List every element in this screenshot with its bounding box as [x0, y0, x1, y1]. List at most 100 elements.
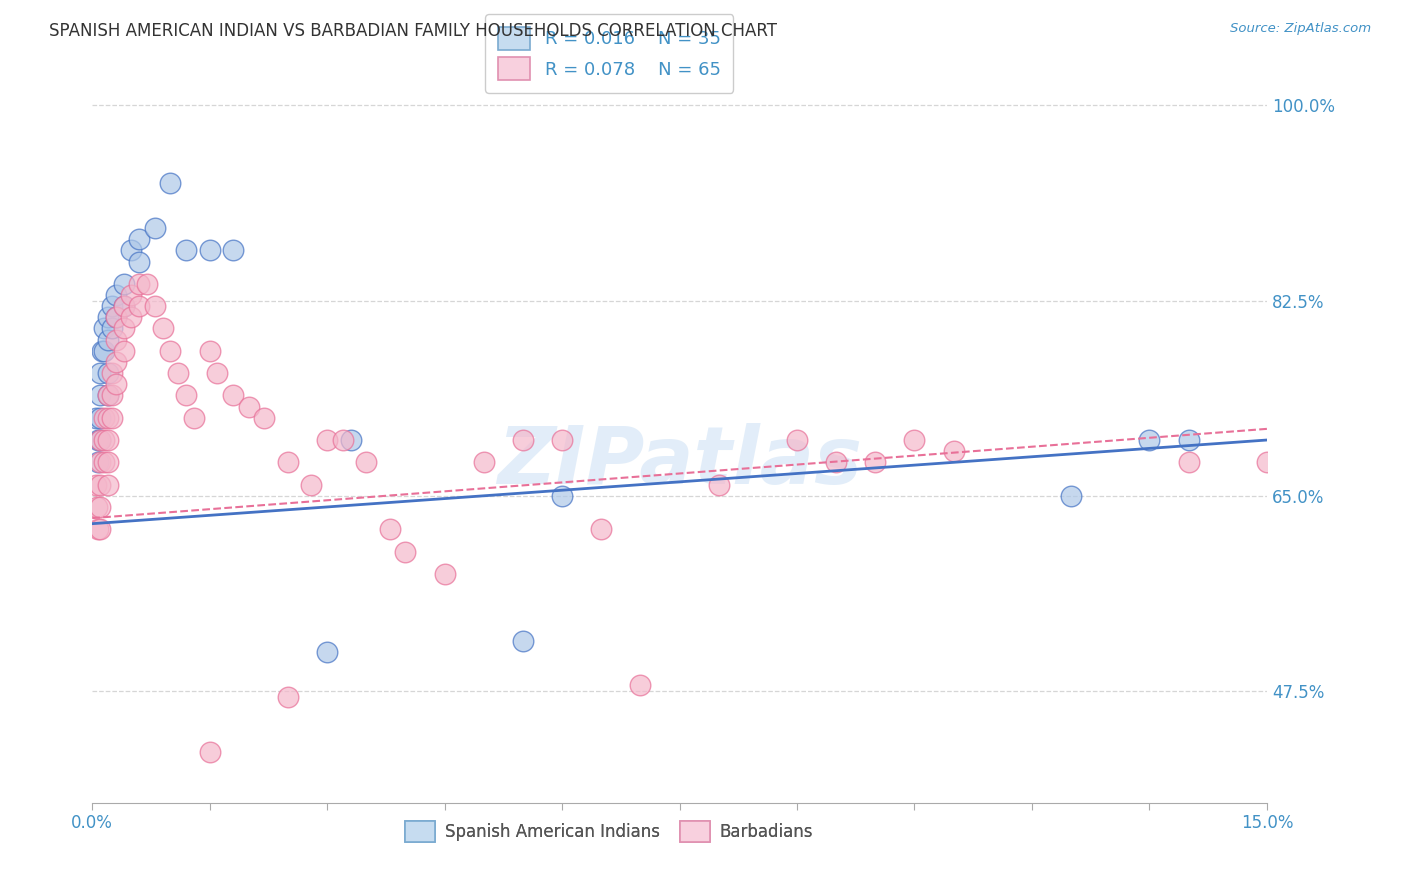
- Point: [198, 343, 221, 358]
- Point: [433, 566, 456, 581]
- Point: [136, 277, 159, 291]
- Point: [97, 433, 120, 447]
- Point: [97, 388, 120, 402]
- Point: [104, 377, 127, 392]
- Point: [97, 455, 120, 469]
- Point: [112, 299, 135, 313]
- Point: [97, 477, 120, 491]
- Point: [183, 410, 205, 425]
- Point: [339, 433, 361, 447]
- Point: [174, 388, 197, 402]
- Point: [89, 433, 111, 447]
- Point: [512, 433, 534, 447]
- Point: [97, 410, 120, 425]
- Point: [198, 244, 221, 258]
- Point: [112, 343, 135, 358]
- Point: [93, 343, 115, 358]
- Point: [1177, 455, 1199, 469]
- Point: [86, 433, 108, 447]
- Point: [903, 433, 925, 447]
- Point: [472, 455, 495, 469]
- Point: [104, 333, 127, 347]
- Point: [89, 433, 111, 447]
- Point: [93, 321, 115, 335]
- Point: [128, 254, 150, 268]
- Point: [128, 277, 150, 291]
- Point: [100, 299, 122, 313]
- Point: [238, 400, 260, 414]
- Point: [222, 388, 245, 402]
- Point: [89, 366, 111, 380]
- Point: [89, 410, 111, 425]
- Point: [104, 355, 127, 369]
- Point: [332, 433, 354, 447]
- Point: [198, 745, 221, 759]
- Point: [97, 366, 120, 380]
- Point: [378, 522, 401, 536]
- Point: [786, 433, 808, 447]
- Text: Source: ZipAtlas.com: Source: ZipAtlas.com: [1230, 22, 1371, 36]
- Point: [120, 310, 142, 325]
- Point: [1256, 455, 1278, 469]
- Point: [128, 232, 150, 246]
- Point: [86, 500, 108, 514]
- Point: [825, 455, 848, 469]
- Point: [100, 410, 122, 425]
- Point: [84, 410, 107, 425]
- Point: [1060, 489, 1083, 503]
- Point: [551, 489, 574, 503]
- Point: [356, 455, 378, 469]
- Text: SPANISH AMERICAN INDIAN VS BARBADIAN FAMILY HOUSEHOLDS CORRELATION CHART: SPANISH AMERICAN INDIAN VS BARBADIAN FAM…: [49, 22, 778, 40]
- Point: [143, 221, 166, 235]
- Point: [86, 522, 108, 536]
- Point: [301, 477, 323, 491]
- Point: [174, 244, 197, 258]
- Point: [112, 299, 135, 313]
- Legend: Spanish American Indians, Barbadians: Spanish American Indians, Barbadians: [398, 814, 820, 848]
- Point: [159, 343, 181, 358]
- Point: [152, 321, 174, 335]
- Point: [394, 544, 416, 558]
- Point: [253, 410, 276, 425]
- Point: [942, 444, 965, 458]
- Text: ZIPatlas: ZIPatlas: [498, 423, 862, 500]
- Point: [97, 310, 120, 325]
- Point: [89, 500, 111, 514]
- Point: [97, 388, 120, 402]
- Point: [128, 299, 150, 313]
- Point: [316, 433, 339, 447]
- Point: [104, 288, 127, 302]
- Point: [207, 366, 229, 380]
- Point: [104, 310, 127, 325]
- Point: [89, 455, 111, 469]
- Point: [87, 455, 110, 469]
- Point: [93, 433, 115, 447]
- Point: [120, 288, 142, 302]
- Point: [97, 333, 120, 347]
- Point: [277, 455, 299, 469]
- Point: [93, 455, 115, 469]
- Point: [100, 366, 122, 380]
- Point: [865, 455, 887, 469]
- Point: [277, 690, 299, 704]
- Point: [316, 645, 339, 659]
- Point: [104, 310, 127, 325]
- Point: [1177, 433, 1199, 447]
- Point: [84, 477, 107, 491]
- Point: [628, 678, 651, 692]
- Point: [167, 366, 190, 380]
- Point: [89, 522, 111, 536]
- Point: [112, 321, 135, 335]
- Point: [512, 633, 534, 648]
- Point: [90, 343, 112, 358]
- Point: [89, 477, 111, 491]
- Point: [100, 388, 122, 402]
- Point: [591, 522, 613, 536]
- Point: [93, 410, 115, 425]
- Point: [112, 277, 135, 291]
- Point: [159, 177, 181, 191]
- Point: [143, 299, 166, 313]
- Point: [707, 477, 730, 491]
- Point: [551, 433, 574, 447]
- Point: [89, 388, 111, 402]
